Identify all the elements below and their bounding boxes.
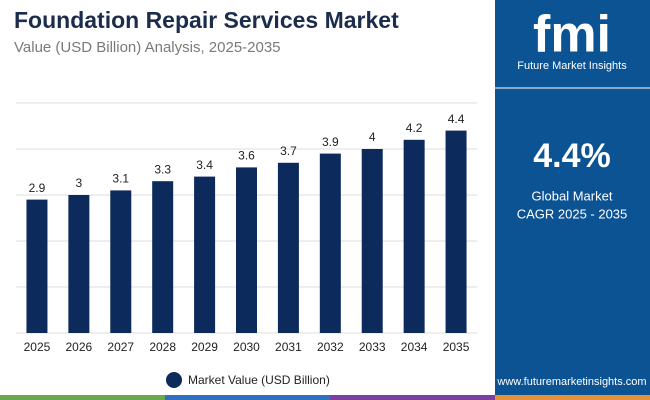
bar [194, 176, 216, 333]
x-tick-label: 2027 [107, 340, 134, 354]
value-label: 2.9 [29, 181, 46, 195]
logo: fmi [533, 6, 611, 64]
x-tick-label: 2030 [233, 340, 260, 354]
x-tick-label: 2029 [191, 340, 218, 354]
value-label: 4 [369, 130, 376, 144]
bar [68, 195, 90, 333]
stripe [165, 395, 330, 400]
chart-subtitle: Value (USD Billion) Analysis, 2025-2035 [14, 39, 281, 56]
bar [445, 130, 467, 333]
sidebar-panel [495, 0, 650, 395]
bar [26, 199, 48, 333]
value-label: 3 [76, 176, 83, 190]
x-tick-label: 2033 [359, 340, 386, 354]
bar [236, 167, 257, 333]
chart-title: Foundation Repair Services Market [14, 7, 399, 33]
bar [110, 190, 132, 333]
value-label: 3.9 [322, 135, 339, 149]
legend-label: Market Value (USD Billion) [188, 373, 330, 387]
x-tick-label: 2035 [443, 340, 470, 354]
value-label: 3.4 [196, 158, 213, 172]
stripe [0, 395, 165, 400]
stripe [330, 395, 495, 400]
bar [403, 139, 425, 333]
bar [277, 162, 299, 333]
x-tick-label: 2026 [66, 340, 93, 354]
x-tick-label: 2032 [317, 340, 344, 354]
bar [361, 149, 383, 333]
value-label: 3.1 [112, 172, 129, 186]
stat: 4.4% [533, 137, 611, 175]
x-tick-label: 2028 [149, 340, 176, 354]
bar [152, 181, 174, 333]
value-label: 3.6 [238, 149, 255, 163]
x-tick-label: 2034 [401, 340, 428, 354]
bar [319, 153, 341, 333]
x-tick-label: 2031 [275, 340, 302, 354]
legend-marker [166, 372, 182, 388]
value-label: 3.7 [280, 144, 297, 158]
stat-label: CAGR 2025 - 2035 [517, 206, 628, 221]
brand: Future Market Insights [517, 60, 627, 72]
value-label: 4.4 [448, 112, 465, 126]
url: www.futuremarketinsights.com [496, 376, 646, 388]
value-label: 4.2 [406, 121, 423, 135]
stripe [495, 395, 650, 400]
x-tick-label: 2025 [24, 340, 51, 354]
stat-label: Global Market [532, 188, 613, 203]
value-label: 3.3 [154, 162, 171, 176]
